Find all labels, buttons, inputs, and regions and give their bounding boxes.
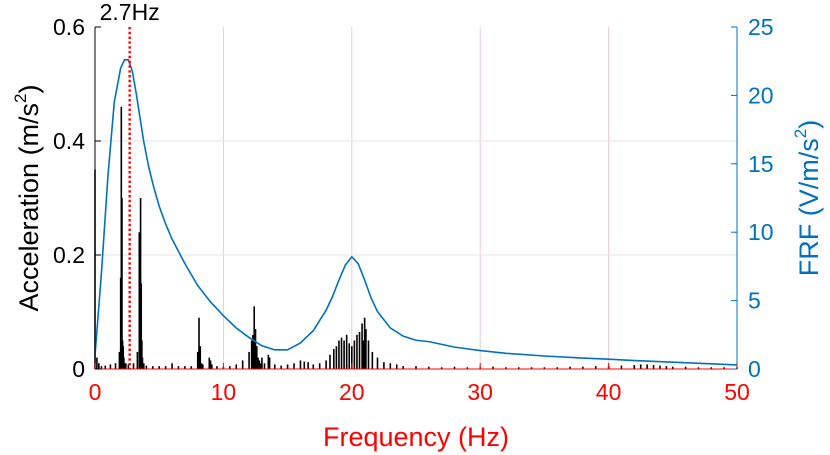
right-y-tick-label: 10 [748, 219, 774, 245]
acceleration-spectrum [94, 106, 738, 369]
right-y-tick-label: 20 [748, 82, 774, 108]
grid-lines [95, 27, 737, 369]
left-y-tick-label: 0.6 [53, 14, 85, 40]
x-tick-label: 40 [596, 379, 622, 405]
right-y-axis-title-sup: 2 [791, 129, 810, 138]
left-y-tick-label: 0 [72, 356, 85, 382]
right-y-axis-title-main: FRF (V/m/s [794, 138, 824, 276]
x-tick-label: 50 [724, 379, 750, 405]
right-y-tick-label: 15 [748, 151, 774, 177]
right-y-tick-label: 0 [748, 356, 761, 382]
frf-line [94, 59, 738, 366]
axes [94, 27, 738, 370]
right-y-tick-label: 25 [748, 14, 774, 40]
x-axis-ticks: 0 10 20 30 40 50 [89, 363, 750, 405]
left-y-tick-label: 0.4 [53, 128, 85, 154]
x-tick-label: 20 [339, 379, 365, 405]
right-y-tick-label: 5 [748, 288, 761, 314]
left-y-axis-ticks: 0 0.2 0.4 0.6 [53, 14, 101, 382]
right-y-axis-title: FRF (V/m/s2) [791, 120, 824, 276]
x-tick-label: 0 [89, 379, 102, 405]
left-y-axis-title: Acceleration (m/s2) [11, 84, 44, 311]
left-y-axis-title-sup: 2 [11, 93, 30, 102]
right-y-axis-title-tail: ) [794, 120, 824, 129]
x-tick-label: 10 [211, 379, 237, 405]
right-y-axis-ticks: 0 5 10 15 20 25 [731, 14, 774, 382]
left-y-axis-title-main: Acceleration (m/s [14, 103, 44, 312]
left-y-axis-title-tail: ) [14, 84, 44, 93]
x-tick-label: 30 [467, 379, 493, 405]
x-axis-title: Frequency (Hz) [323, 422, 509, 452]
peak-marker-label: 2.7Hz [100, 0, 160, 25]
left-y-tick-label: 0.2 [53, 242, 85, 268]
